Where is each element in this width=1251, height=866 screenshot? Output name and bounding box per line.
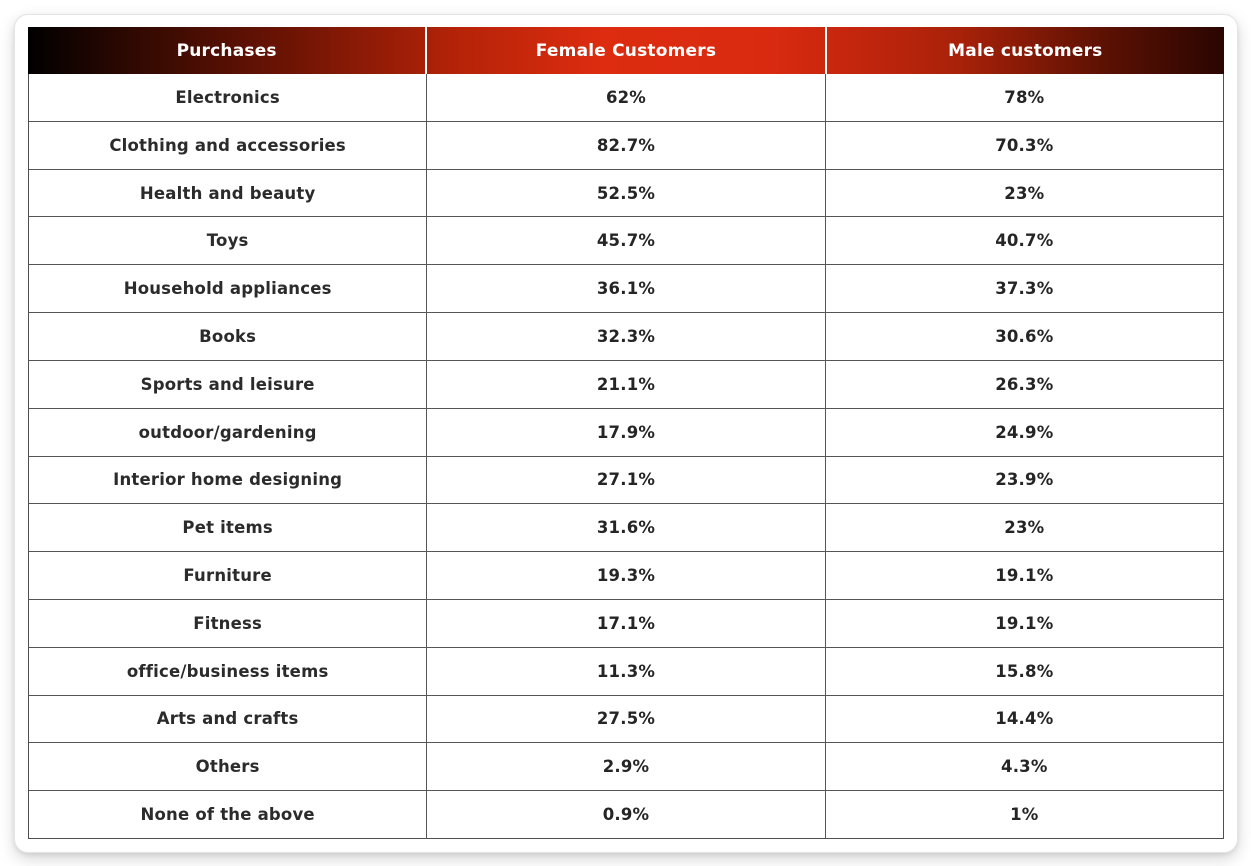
cell-purchase: Household appliances [29, 265, 428, 313]
table-row: Others 2.9% 4.3% [29, 743, 1223, 792]
cell-male-value: 15.8% [995, 661, 1054, 681]
header-cell-male-customers: Male customers [948, 40, 1103, 61]
cell-female-value: 0.9% [427, 791, 826, 838]
purchases-by-gender-table: Purchases Female Customers Male customer… [28, 27, 1224, 839]
table-row: Electronics 62% 78% [29, 74, 1223, 122]
table-row: None of the above 0.9% 1% [29, 791, 1223, 838]
cell-purchase: None of the above [29, 791, 428, 838]
cell-purchase: Electronics [29, 74, 428, 121]
table-row: Clothing and accessories 82.7% 70.3% [29, 121, 1223, 170]
cell-female-value: 21.1% [427, 360, 826, 408]
cell-female-value: 32.3% [427, 313, 826, 360]
table-row: Fitness 17.1% 19.1% [29, 599, 1223, 648]
cell-male-value: 23% [1004, 518, 1045, 538]
cell-female-value: 52.5% [427, 169, 826, 217]
cell-purchase: outdoor/gardening [29, 408, 428, 456]
table-header-row: Purchases Female Customers Male customer… [28, 27, 1224, 74]
table-row: office/business items 11.3% 15.8% [29, 647, 1223, 696]
table-row: Interior home designing 27.1% 23.9% [29, 456, 1223, 505]
table-row: Books 32.3% 30.6% [29, 313, 1223, 361]
table-card: Purchases Female Customers Male customer… [14, 14, 1238, 853]
cell-male-value: 19.1% [995, 566, 1054, 586]
table-body: Electronics 62% 78% Clothing and accessorie… [29, 74, 1223, 838]
cell-female-value: 36.1% [427, 265, 826, 313]
cell-purchase: Pet items [29, 504, 428, 552]
header-cell-female-customers: Female Customers [427, 27, 827, 74]
cell-male-value: 19.1% [995, 613, 1054, 633]
cell-purchase: Others [29, 743, 428, 791]
cell-female-value: 62% [427, 74, 826, 121]
cell-male-value: 30.6% [995, 326, 1054, 346]
cell-female-value: 19.3% [427, 552, 826, 599]
table-row: Household appliances 36.1% 37.3% [29, 265, 1223, 314]
cell-female-value: 82.7% [427, 121, 826, 169]
cell-purchase: Health and beauty [29, 169, 428, 217]
table-row: Arts and crafts 27.5% 14.4% [29, 695, 1223, 744]
table-row: Health and beauty 52.5% 23% [29, 169, 1223, 218]
cell-female-value: 27.5% [427, 695, 826, 743]
cell-male-value: 23.9% [995, 470, 1054, 490]
cell-purchase: Clothing and accessories [29, 121, 428, 169]
cell-male-value: 40.7% [995, 231, 1054, 251]
cell-male-value: 24.9% [995, 422, 1054, 442]
cell-female-value: 17.1% [427, 599, 826, 647]
cell-purchase: Furniture [29, 552, 428, 599]
cell-male-value: 23% [1004, 183, 1045, 203]
cell-female-value: 11.3% [427, 647, 826, 695]
table-row: Furniture 19.3% 19.1% [29, 552, 1223, 600]
cell-male-value: 37.3% [995, 279, 1054, 299]
cell-female-value: 31.6% [427, 504, 826, 552]
cell-female-value: 27.1% [427, 456, 826, 504]
cell-male-value: 70.3% [995, 135, 1054, 155]
cell-purchase: Arts and crafts [29, 695, 428, 743]
cell-purchase: Interior home designing [29, 456, 428, 504]
cell-female-value: 17.9% [427, 408, 826, 456]
cell-male-value: 26.3% [995, 374, 1054, 394]
cell-purchase: Fitness [29, 599, 428, 647]
table-row: Toys 45.7% 40.7% [29, 217, 1223, 266]
cell-male-value: 4.3% [1001, 757, 1048, 777]
cell-female-value: 2.9% [427, 743, 826, 791]
cell-male-value: 78% [1004, 87, 1045, 107]
cell-female-value: 45.7% [427, 217, 826, 265]
table-row: outdoor/gardening 17.9% 24.9% [29, 408, 1223, 457]
cell-male-value: 14.4% [995, 709, 1054, 729]
cell-purchase: Toys [29, 217, 428, 265]
table-row: Pet items 31.6% 23% [29, 504, 1223, 553]
cell-purchase: office/business items [29, 647, 428, 695]
header-cell-purchases: Purchases [28, 27, 428, 74]
table-row: Sports and leisure 21.1% 26.3% [29, 360, 1223, 409]
cell-purchase: Sports and leisure [29, 360, 428, 408]
cell-purchase: Books [29, 313, 428, 360]
cell-male-value: 1% [1010, 805, 1039, 825]
